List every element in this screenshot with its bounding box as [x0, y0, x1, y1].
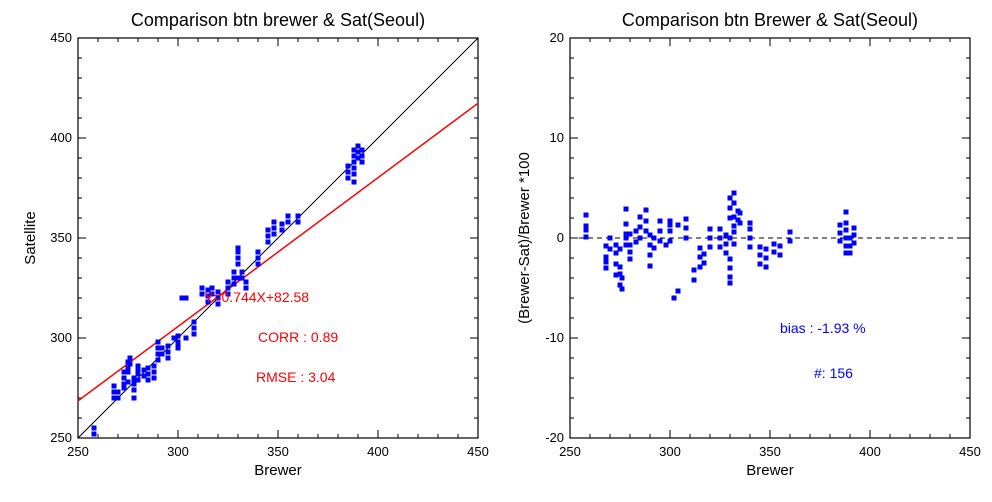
svg-text:350: 350 — [759, 444, 781, 459]
svg-text:10: 10 — [550, 130, 564, 145]
svg-text:250: 250 — [559, 444, 581, 459]
right-ylabel: (Brewer-Sat)/Brewer *100 — [516, 38, 533, 438]
svg-text:450: 450 — [959, 444, 981, 459]
svg-text:20: 20 — [550, 30, 564, 45]
svg-text:#: 156: #: 156 — [814, 365, 853, 381]
right-xlabel: Brewer — [570, 462, 970, 479]
svg-text:300: 300 — [659, 444, 681, 459]
svg-text:400: 400 — [859, 444, 881, 459]
right-plot-svg: 250 300 350 400 450 -20 -10 0 10 20 bias : -1.93 %… — [0, 0, 992, 502]
svg-text:-10: -10 — [545, 330, 564, 345]
svg-text:-20: -20 — [545, 430, 564, 445]
svg-text:bias : -1.93 %: bias : -1.93 % — [780, 320, 866, 336]
svg-text:0: 0 — [557, 230, 564, 245]
figure: Comparison btn brewer & Sat(Seoul) 25030… — [0, 0, 992, 502]
